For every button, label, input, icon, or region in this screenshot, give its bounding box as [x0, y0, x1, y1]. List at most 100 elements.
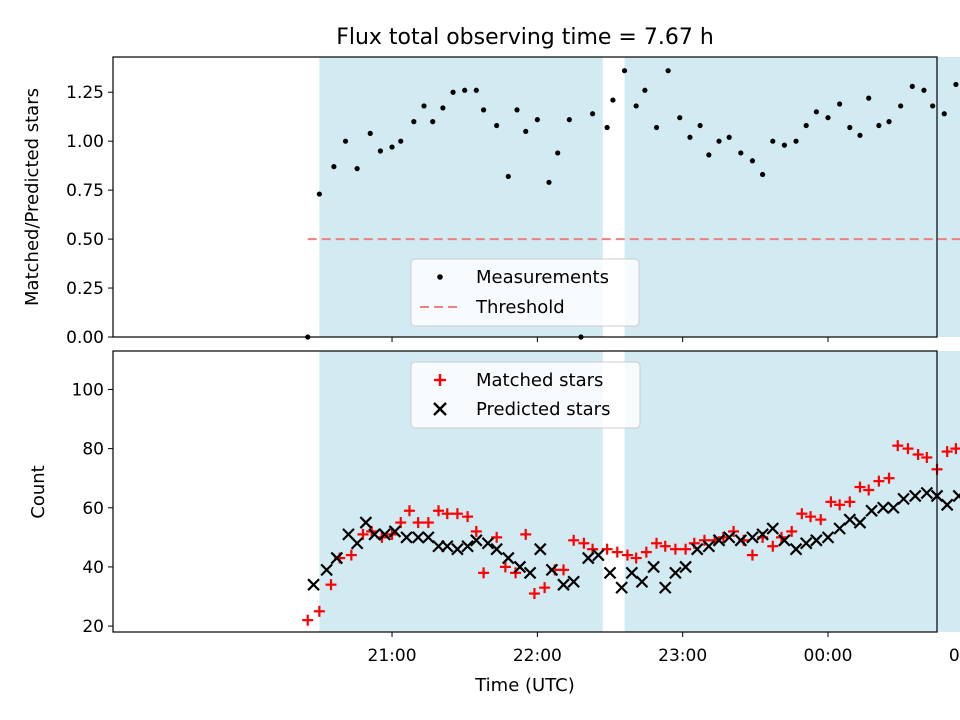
matched-star-point	[345, 549, 357, 561]
predicted-star-point	[669, 566, 682, 580]
predicted-star-point	[635, 575, 649, 588]
predicted-star-point	[690, 542, 704, 556]
measurement-point	[909, 83, 915, 89]
predicted-star-stroke-b	[490, 542, 503, 556]
legend-measurements-label: Measurements	[476, 267, 609, 288]
matched-star-point	[325, 579, 337, 591]
predicted-star-stroke-b	[307, 578, 320, 591]
measurement-point	[514, 107, 520, 113]
bottom-y-tick-label: 40	[82, 558, 104, 578]
measurement-point	[687, 134, 693, 140]
measurement-point	[494, 122, 500, 129]
measurement-point	[921, 87, 927, 93]
measurement-point	[450, 89, 456, 95]
top-y-tick-label: 0.75	[66, 181, 104, 201]
matched-star-point	[395, 517, 407, 529]
predicted-star-point	[533, 542, 547, 556]
matched-star-point	[728, 525, 740, 537]
predicted-star-stroke-b	[615, 581, 628, 594]
predicted-star-point	[592, 548, 605, 562]
measurement-point	[813, 109, 819, 115]
predicted-star-stroke-b	[876, 501, 890, 515]
predicted-star-stroke-b	[690, 542, 704, 556]
top-y-tick-label: 0.50	[66, 230, 104, 250]
measurement-point	[770, 138, 776, 144]
predicted-star-point	[756, 528, 769, 541]
predicted-star-point	[411, 531, 425, 544]
measurement-point	[440, 105, 446, 111]
predicted-star-stroke-b	[625, 566, 639, 580]
predicted-star-point	[567, 575, 580, 588]
predicted-star-point	[658, 581, 672, 594]
predicted-star-stroke-b	[722, 531, 736, 544]
predicted-star-stroke-b	[952, 493, 960, 503]
predicted-star-stroke-b	[940, 498, 954, 512]
predicted-star-stroke-b	[513, 560, 527, 574]
predicted-star-point	[470, 534, 483, 547]
measurement-point	[555, 150, 561, 156]
measurement-point	[633, 103, 639, 109]
measurement-point	[398, 138, 404, 144]
predicted-star-point	[734, 534, 748, 547]
predicted-star-stroke-b	[746, 531, 759, 544]
measurement-point	[706, 152, 712, 158]
measurement-point	[726, 134, 732, 140]
predicted-star-point	[481, 536, 495, 550]
top-y-axis-label: Matched/Predicted stars	[22, 88, 43, 306]
top-x-ticks	[391, 337, 829, 342]
matched-star-point	[528, 588, 540, 600]
matched-star-point	[659, 540, 671, 552]
matched-star-point	[902, 443, 914, 455]
matched-star-point	[313, 605, 325, 617]
predicted-star-stroke-b	[635, 575, 649, 588]
predicted-star-point	[603, 566, 617, 580]
measurement-point	[610, 97, 616, 103]
predicted-star-point	[461, 539, 474, 553]
predicted-star-stroke-b	[567, 575, 580, 588]
predicted-star-point	[400, 531, 413, 544]
predicted-star-point	[557, 578, 570, 591]
predicted-star-stroke-b	[833, 522, 846, 535]
measurement-point	[847, 124, 853, 131]
top-shaded-intervals	[319, 57, 960, 337]
matched-star-point	[462, 511, 474, 523]
matched-star-point	[422, 517, 434, 529]
matched-star-point	[698, 534, 710, 546]
x-tick-label: 22:00	[513, 646, 562, 666]
matched-star-point	[357, 528, 369, 540]
legend-matched-marker	[434, 374, 446, 386]
measurement-point	[342, 138, 349, 144]
matched-star-point	[478, 567, 490, 579]
matched-star-point	[640, 546, 652, 558]
predicted-star-point	[330, 551, 344, 565]
x-tick-label: 21:00	[368, 646, 417, 666]
predicted-star-point	[853, 516, 867, 529]
matched-star-point	[815, 514, 827, 526]
measurement-point	[941, 111, 947, 117]
bottom-plot-frame	[112, 350, 938, 633]
measurement-point	[716, 138, 722, 144]
legend-measurement-marker	[437, 274, 443, 280]
measurement-point	[953, 81, 959, 88]
predicted-star-stroke-b	[810, 534, 823, 547]
predicted-star-point	[320, 563, 333, 577]
predicted-star-stroke-b	[342, 528, 355, 541]
bottom-y-tick-label: 100	[72, 380, 104, 400]
matched-star-point	[558, 564, 570, 576]
predicted-star-stroke-b	[411, 531, 425, 544]
measurement-point	[665, 68, 671, 74]
top-legend: Measurements Threshold	[410, 258, 640, 327]
predicted-star-stroke-b	[647, 560, 660, 574]
matched-star-point	[892, 440, 904, 452]
legend-predicted-label: Predicted stars	[476, 399, 610, 420]
predicted-star-stroke-b	[592, 548, 605, 562]
predicted-star-point	[789, 542, 803, 556]
predicted-star-stroke-b	[545, 563, 559, 577]
matched-star-point	[746, 549, 758, 561]
measurement-point	[354, 166, 360, 172]
matched-star-point	[470, 525, 482, 537]
shaded-interval-bottom-1	[624, 351, 960, 632]
